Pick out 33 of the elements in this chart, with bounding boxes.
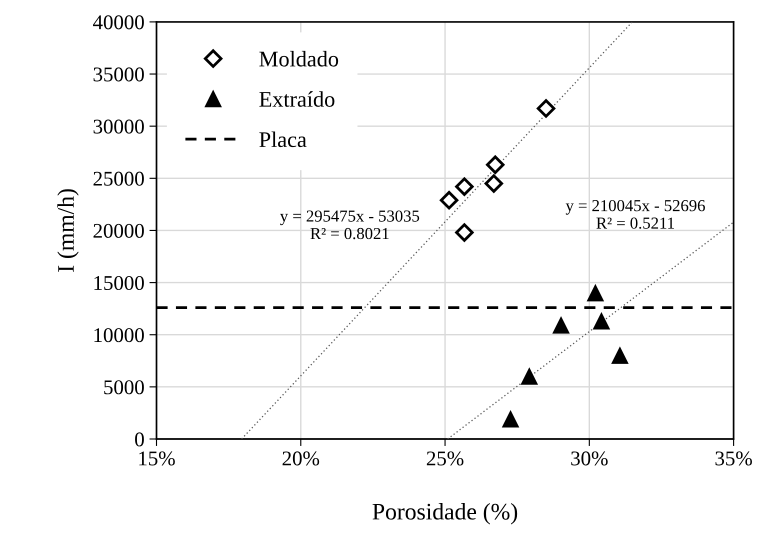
point: [587, 284, 604, 302]
legend-label: Extraído: [259, 91, 334, 107]
point: [536, 99, 556, 118]
y-tick-label: 40000: [93, 15, 144, 30]
x-tick-label: 20%: [282, 451, 320, 466]
y-axis-title: I (mm/h): [57, 189, 79, 272]
point: [486, 156, 505, 174]
point: [502, 410, 519, 428]
annotation: y = 210045x - 52696 R² = 0.5211: [566, 200, 705, 229]
y-tick-label: 0: [135, 432, 144, 446]
point: [612, 347, 628, 364]
x-tick-label: 35%: [716, 451, 752, 466]
point: [440, 190, 458, 210]
point: [593, 312, 610, 330]
y-tick-label: 10000: [94, 328, 144, 342]
point: [520, 368, 538, 385]
y-tick-label: 15000: [94, 276, 144, 290]
annotation: y = 295475x - 53035 R² = 0.8021: [280, 210, 420, 240]
y-tick-label: 20000: [94, 224, 144, 238]
x-tick-label: 30%: [571, 451, 608, 466]
point: [455, 177, 474, 196]
x-axis-title: Porosidade (%): [372, 503, 518, 524]
point: [484, 174, 504, 193]
y-tick-label: 5000: [104, 380, 144, 394]
y-tick-label: 25000: [94, 172, 144, 186]
x-tick-label: 15%: [139, 451, 175, 466]
y-tick-label: 35000: [94, 67, 144, 82]
y-tick-label: 30000: [94, 120, 144, 134]
point: [455, 223, 474, 242]
legend-label: Moldado: [259, 50, 338, 67]
x-tick-label: 25%: [426, 451, 464, 466]
point: [552, 317, 570, 334]
legend-label: Placa: [259, 132, 307, 148]
